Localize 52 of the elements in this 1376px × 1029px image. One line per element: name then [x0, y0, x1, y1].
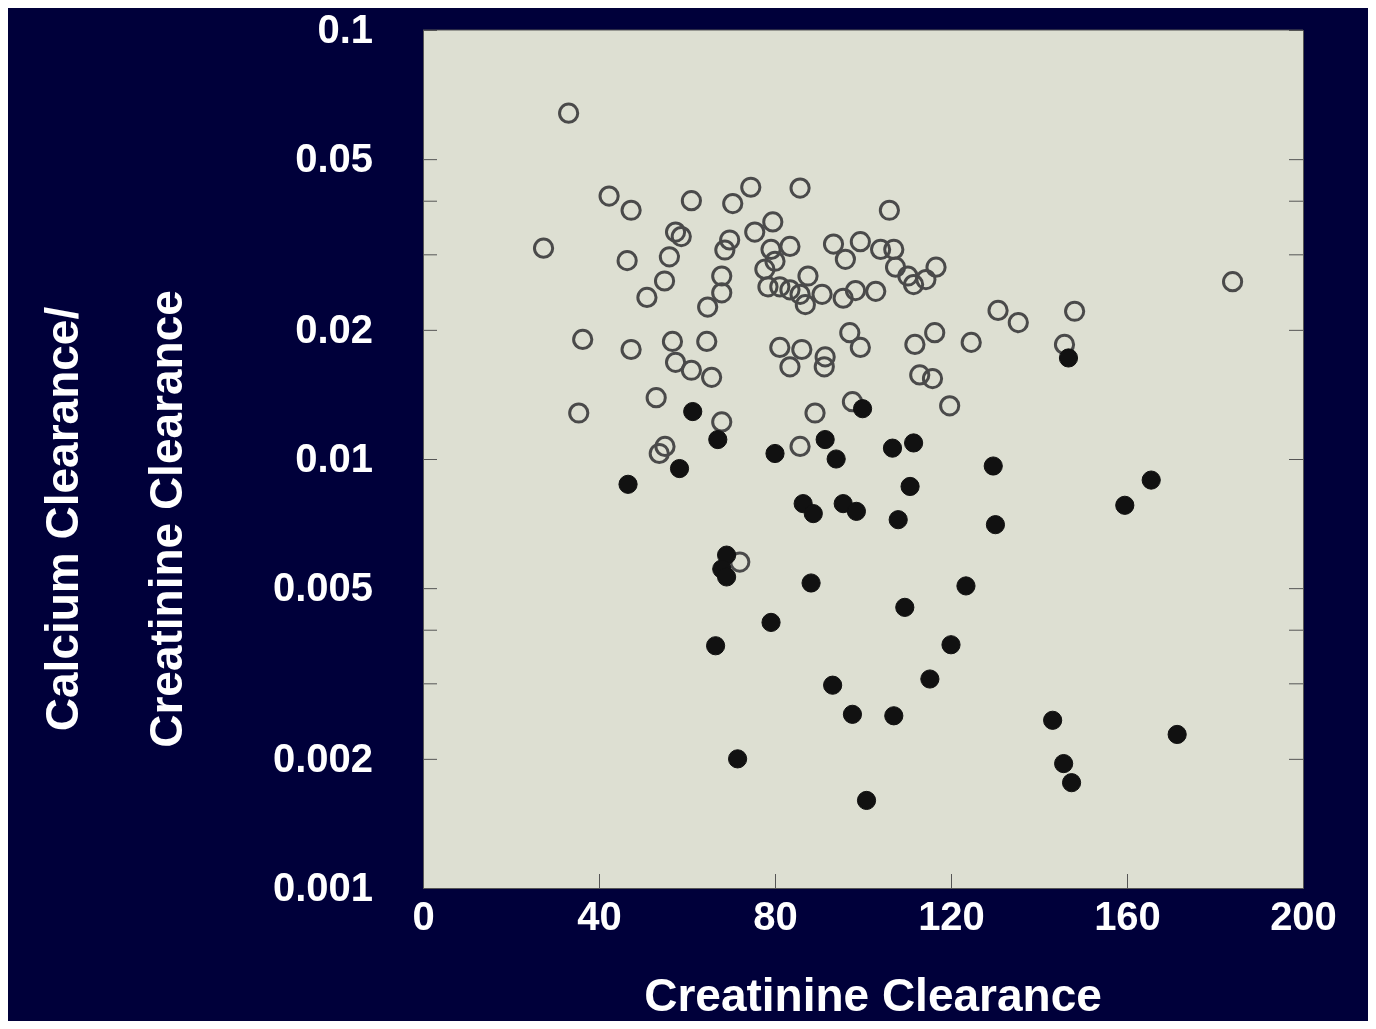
point — [1061, 773, 1082, 793]
point — [1115, 495, 1135, 515]
point — [1167, 724, 1187, 745]
point — [900, 476, 920, 497]
point — [708, 429, 728, 450]
x-tick-label: 40 — [577, 894, 622, 939]
x-axis-title: Creatinine Clearance — [644, 969, 1102, 1021]
x-tick-label: 80 — [753, 894, 798, 939]
y-tick-label: 0.002 — [272, 736, 373, 781]
point — [1043, 710, 1063, 730]
point — [920, 669, 940, 689]
point — [803, 504, 823, 524]
x-tick-label: 0 — [412, 894, 435, 939]
point — [833, 494, 853, 514]
y-axis-title: Calcium Clearance/ Creatinine Clearance — [36, 290, 192, 748]
x-tick-label: 160 — [1094, 894, 1161, 939]
point — [728, 749, 748, 769]
y-tick-label: 0.01 — [295, 436, 373, 481]
point — [983, 456, 1003, 476]
x-tick-label: 200 — [1270, 894, 1337, 939]
point — [618, 474, 638, 494]
point — [956, 576, 976, 596]
point — [888, 510, 908, 530]
point — [846, 501, 866, 521]
point — [904, 433, 924, 453]
point — [765, 443, 785, 464]
point — [823, 675, 843, 695]
point — [884, 706, 904, 726]
point — [842, 704, 863, 724]
point — [815, 429, 835, 450]
point — [1141, 470, 1161, 490]
point — [856, 790, 877, 811]
point — [669, 458, 690, 479]
point — [941, 635, 961, 655]
point — [882, 438, 903, 458]
point — [717, 567, 737, 587]
point — [683, 401, 703, 422]
point — [852, 399, 873, 419]
point — [761, 612, 781, 632]
point — [1058, 348, 1079, 368]
y-tick-label: 0.05 — [295, 136, 373, 181]
y-tick-label: 0.1 — [317, 7, 373, 52]
x-tick-label: 120 — [918, 894, 985, 939]
point — [801, 573, 821, 593]
point — [826, 449, 846, 469]
point — [706, 636, 726, 656]
point — [895, 597, 915, 617]
point — [1054, 754, 1074, 774]
y-tick-label: 0.02 — [295, 307, 373, 352]
y-tick-label: 0.001 — [272, 865, 373, 910]
y-tick-label: 0.005 — [272, 565, 373, 610]
point — [985, 515, 1006, 535]
